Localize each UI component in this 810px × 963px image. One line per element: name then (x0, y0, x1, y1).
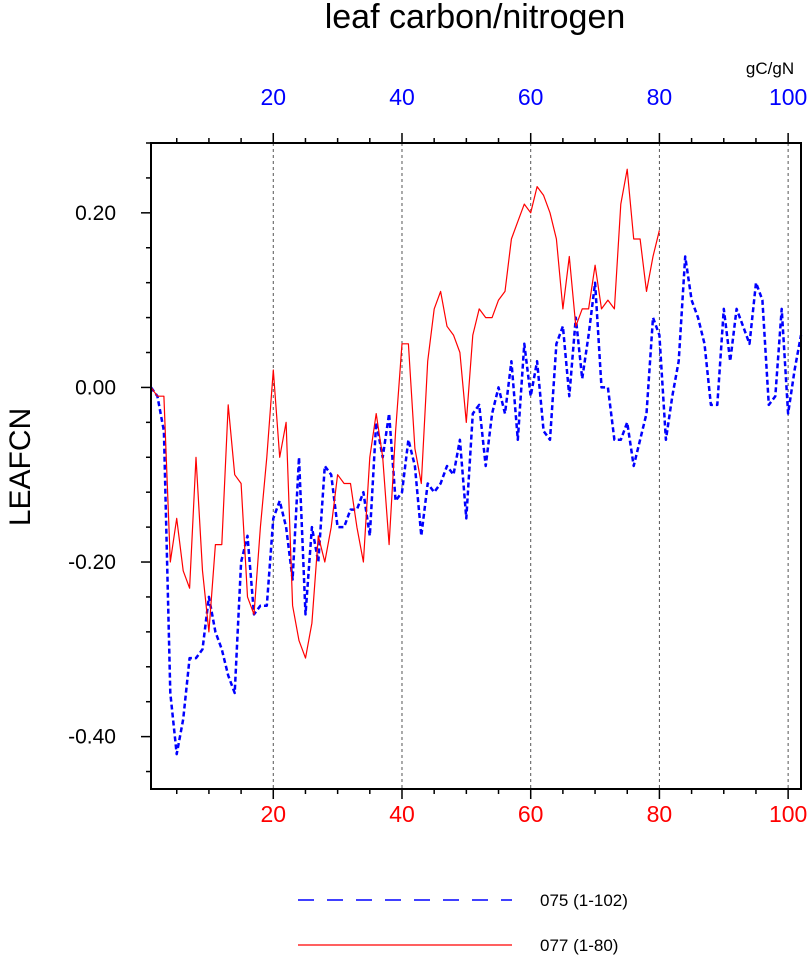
units-label: gC/gN (746, 59, 794, 78)
y-tick-label: 0.20 (75, 202, 116, 225)
x-tick-label-bottom: 100 (769, 801, 807, 827)
series-layer (149, 168, 803, 756)
legend-label-075: 075 (1-102) (540, 891, 628, 910)
plot-frame (150, 142, 802, 790)
y-tick-label: -0.40 (68, 726, 116, 749)
x-tick-label-top: 100 (769, 84, 807, 110)
x-tick-label-top: 20 (260, 84, 286, 110)
y-axis-label: LEAFCN (4, 408, 37, 526)
x-tick-label-bottom: 60 (518, 801, 544, 827)
gridlines (272, 143, 789, 789)
x-tick-label-top: 60 (518, 84, 544, 110)
x-tick-label-bottom: 80 (647, 801, 673, 827)
x-tick-label-bottom: 40 (389, 801, 415, 827)
series-077-line (150, 168, 660, 659)
axis-ticks (141, 133, 789, 799)
x-tick-labels-bottom: 20 40 60 80 100 (260, 801, 807, 827)
x-tick-label-top: 80 (647, 84, 673, 110)
y-tick-label: -0.20 (68, 551, 116, 574)
x-tick-label-top: 40 (389, 84, 415, 110)
y-tick-labels: -0.40 -0.20 0.00 0.20 (68, 202, 116, 749)
chart-title: leaf carbon/nitrogen (325, 0, 626, 36)
y-tick-label: 0.00 (75, 376, 116, 399)
series-075-line (149, 255, 803, 756)
x-tick-labels-top: 20 40 60 80 100 (260, 84, 807, 110)
legend-label-077: 077 (1-80) (540, 936, 618, 955)
x-tick-label-bottom: 20 (260, 801, 286, 827)
legend: 075 (1-102) 077 (1-80) (298, 891, 628, 955)
